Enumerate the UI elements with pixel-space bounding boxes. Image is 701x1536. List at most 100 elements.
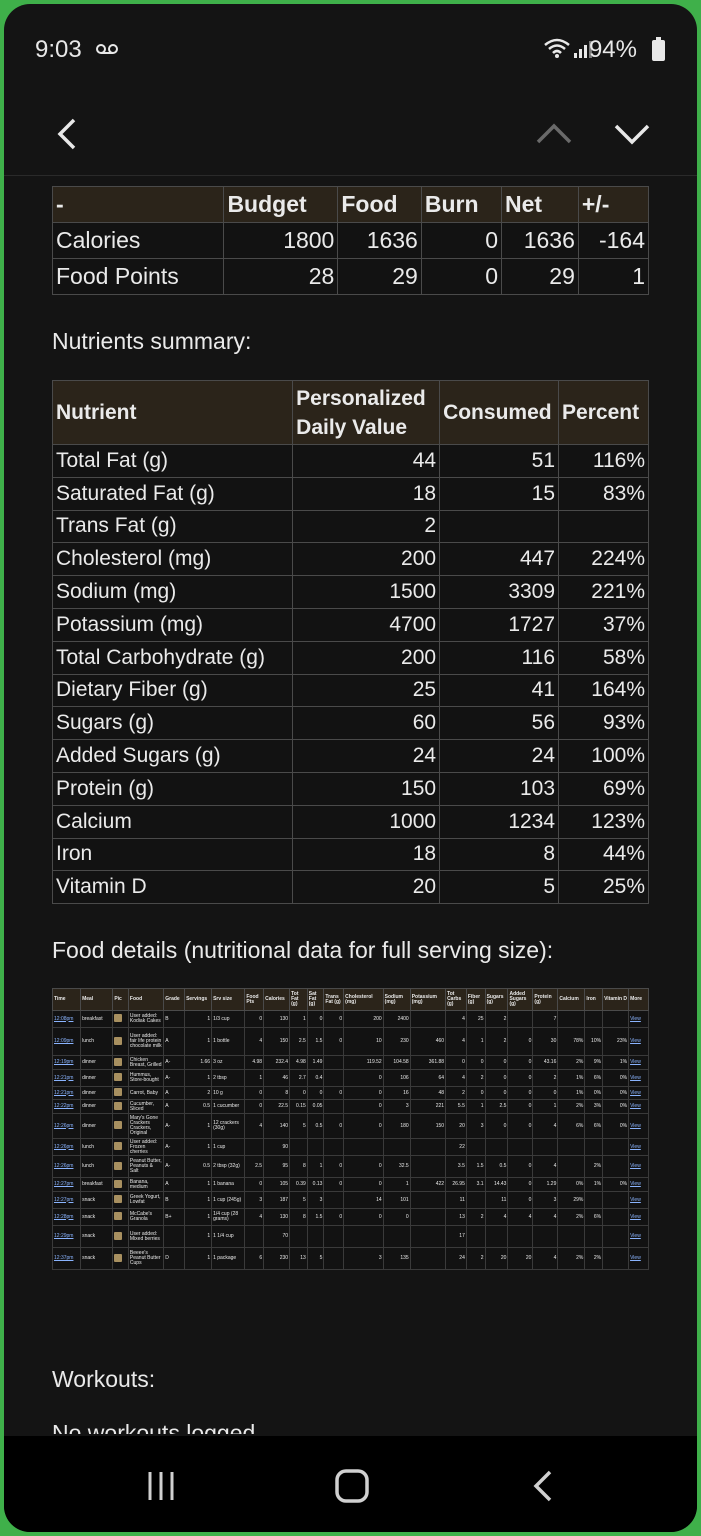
food-cell: 1 [465, 1099, 486, 1114]
food-cell: 1.5 [465, 1155, 486, 1178]
food-cell: 6% [584, 1069, 604, 1087]
food-time-link[interactable]: 12:28pm [54, 1213, 74, 1220]
food-thumbnail [114, 1101, 123, 1110]
food-cell: Mary's Gone Crackers Crackers, Original [127, 1113, 165, 1139]
food-cell: 2.5 [289, 1027, 308, 1056]
food-cell: snack [80, 1225, 114, 1248]
food-time-link[interactable]: 12:27pm [54, 1181, 74, 1187]
nutrients-header-cell: Consumed [439, 380, 560, 445]
nutrients-cell: 4700 [292, 607, 441, 642]
view-link[interactable]: View [630, 1233, 641, 1239]
system-back-button[interactable] [524, 1466, 564, 1506]
previous-button[interactable] [532, 112, 576, 156]
summary-table-header: - Budget Food Burn Net +/- [52, 186, 650, 223]
summary-cell: Calories [52, 222, 225, 259]
view-link[interactable]: View [630, 1074, 641, 1081]
nutrients-cell: 200 [292, 640, 441, 675]
view-link[interactable]: View [630, 1213, 641, 1220]
food-time-link[interactable]: 12:08pm [54, 1015, 74, 1022]
food-time-link[interactable]: 12:26pm [54, 1163, 74, 1169]
food-cell: 105 [263, 1177, 291, 1192]
food-thumbnail [114, 1231, 123, 1240]
food-cell: A [163, 1099, 186, 1114]
food-time-link[interactable]: 12:27pm [54, 1196, 74, 1203]
food-cell: 0% [602, 1069, 630, 1087]
summary-cell: 1800 [223, 222, 339, 259]
food-cell: 130 [263, 1010, 291, 1028]
food-cell: 20 [445, 1113, 467, 1139]
food-cell: 24 [445, 1247, 467, 1270]
food-cell: 2% [557, 1208, 586, 1226]
food-row: 12:09pm lunch User added: fair life protei… [52, 1027, 649, 1056]
battery-percent: 94% [588, 36, 637, 63]
back-button[interactable] [48, 112, 92, 156]
view-link[interactable]: View [630, 1143, 641, 1150]
food-cell: 8 [289, 1208, 308, 1226]
food-row: 12:28pm snack McCabe's Granola B+ 1 1/4 cup (… [52, 1208, 649, 1226]
food-time-link[interactable]: 12:37pm [54, 1255, 74, 1261]
food-time-link[interactable]: 12:26pm [54, 1143, 74, 1150]
food-cell: A [163, 1086, 186, 1100]
summary-cell: 29 [501, 258, 579, 295]
food-cell: 0 [244, 1099, 265, 1114]
nutrients-cell: 20 [292, 870, 441, 905]
view-link[interactable]: View [630, 1122, 641, 1129]
view-link[interactable]: View [630, 1196, 641, 1203]
food-pic-cell [112, 1027, 129, 1056]
food-cell: 0 [465, 1086, 486, 1100]
food-cell: 8 [289, 1155, 308, 1178]
food-cell: Chicken Breast, Grilled [127, 1055, 165, 1070]
food-time-link[interactable]: 12:22pm [54, 1103, 74, 1109]
food-cell: 6% [584, 1113, 604, 1139]
food-cell: 130 [263, 1208, 291, 1226]
food-cell: 0 [289, 1086, 308, 1100]
food-cell: 5 [289, 1113, 308, 1139]
home-button[interactable] [332, 1466, 372, 1506]
food-cell [289, 1138, 308, 1156]
food-cell: 1/4 cup (28 grams) [211, 1208, 246, 1226]
view-link[interactable]: View [630, 1089, 641, 1096]
view-link[interactable]: View [630, 1015, 641, 1022]
food-details-heading: Food details (nutritional data for full … [52, 937, 554, 963]
food-time-link[interactable]: 12:21pm [54, 1089, 74, 1096]
food-cell: 1 [184, 1247, 213, 1270]
view-link[interactable]: View [630, 1181, 641, 1187]
next-button[interactable] [610, 112, 654, 156]
view-link[interactable]: View [630, 1059, 641, 1065]
food-cell: lunch [80, 1138, 114, 1156]
food-time-link[interactable]: 12:26pm [54, 1122, 74, 1129]
food-cell: 4 [244, 1113, 265, 1139]
food-cell: 0.5 [306, 1113, 325, 1139]
food-cell: 101 [382, 1191, 411, 1209]
food-cell: 10 g [211, 1086, 246, 1100]
food-header-cell: Sat Fat (g) [306, 988, 325, 1011]
food-cell [409, 1208, 447, 1226]
food-cell: 180 [382, 1113, 411, 1139]
food-more-cell: View [628, 1208, 649, 1226]
food-pic-cell [112, 1055, 129, 1070]
food-time-link[interactable]: 12:21pm [54, 1074, 74, 1081]
nutrients-header-cell: Nutrient [52, 380, 294, 445]
view-link[interactable]: View [630, 1163, 641, 1169]
view-link[interactable]: View [630, 1038, 641, 1044]
food-cell: 2 [445, 1086, 467, 1100]
nutrients-cell: Sodium (mg) [52, 575, 294, 609]
food-cell: 0.5 [484, 1155, 509, 1178]
food-cell: 2 [532, 1069, 559, 1087]
food-time-link[interactable]: 12:29pm [54, 1233, 74, 1239]
recent-apps-button[interactable] [142, 1466, 182, 1506]
nutrients-cell: Trans Fat (g) [52, 509, 294, 544]
nutrients-cell: Sugars (g) [52, 706, 294, 741]
food-header-cell: Added Sugars (g) [507, 988, 534, 1011]
food-cell: 4.98 [244, 1055, 265, 1070]
food-cell: Cucumber, Sliced [127, 1099, 165, 1114]
food-cell [465, 1191, 486, 1209]
food-cell: A- [163, 1155, 186, 1178]
view-link[interactable]: View [630, 1103, 641, 1109]
nutrients-cell: Vitamin D [52, 870, 294, 905]
food-time-link[interactable]: 12:09pm [54, 1038, 74, 1044]
view-link[interactable]: View [630, 1255, 641, 1261]
food-cell: B [163, 1191, 186, 1209]
food-time-link[interactable]: 12:19pm [54, 1059, 74, 1065]
food-cell: 4.98 [289, 1055, 308, 1070]
